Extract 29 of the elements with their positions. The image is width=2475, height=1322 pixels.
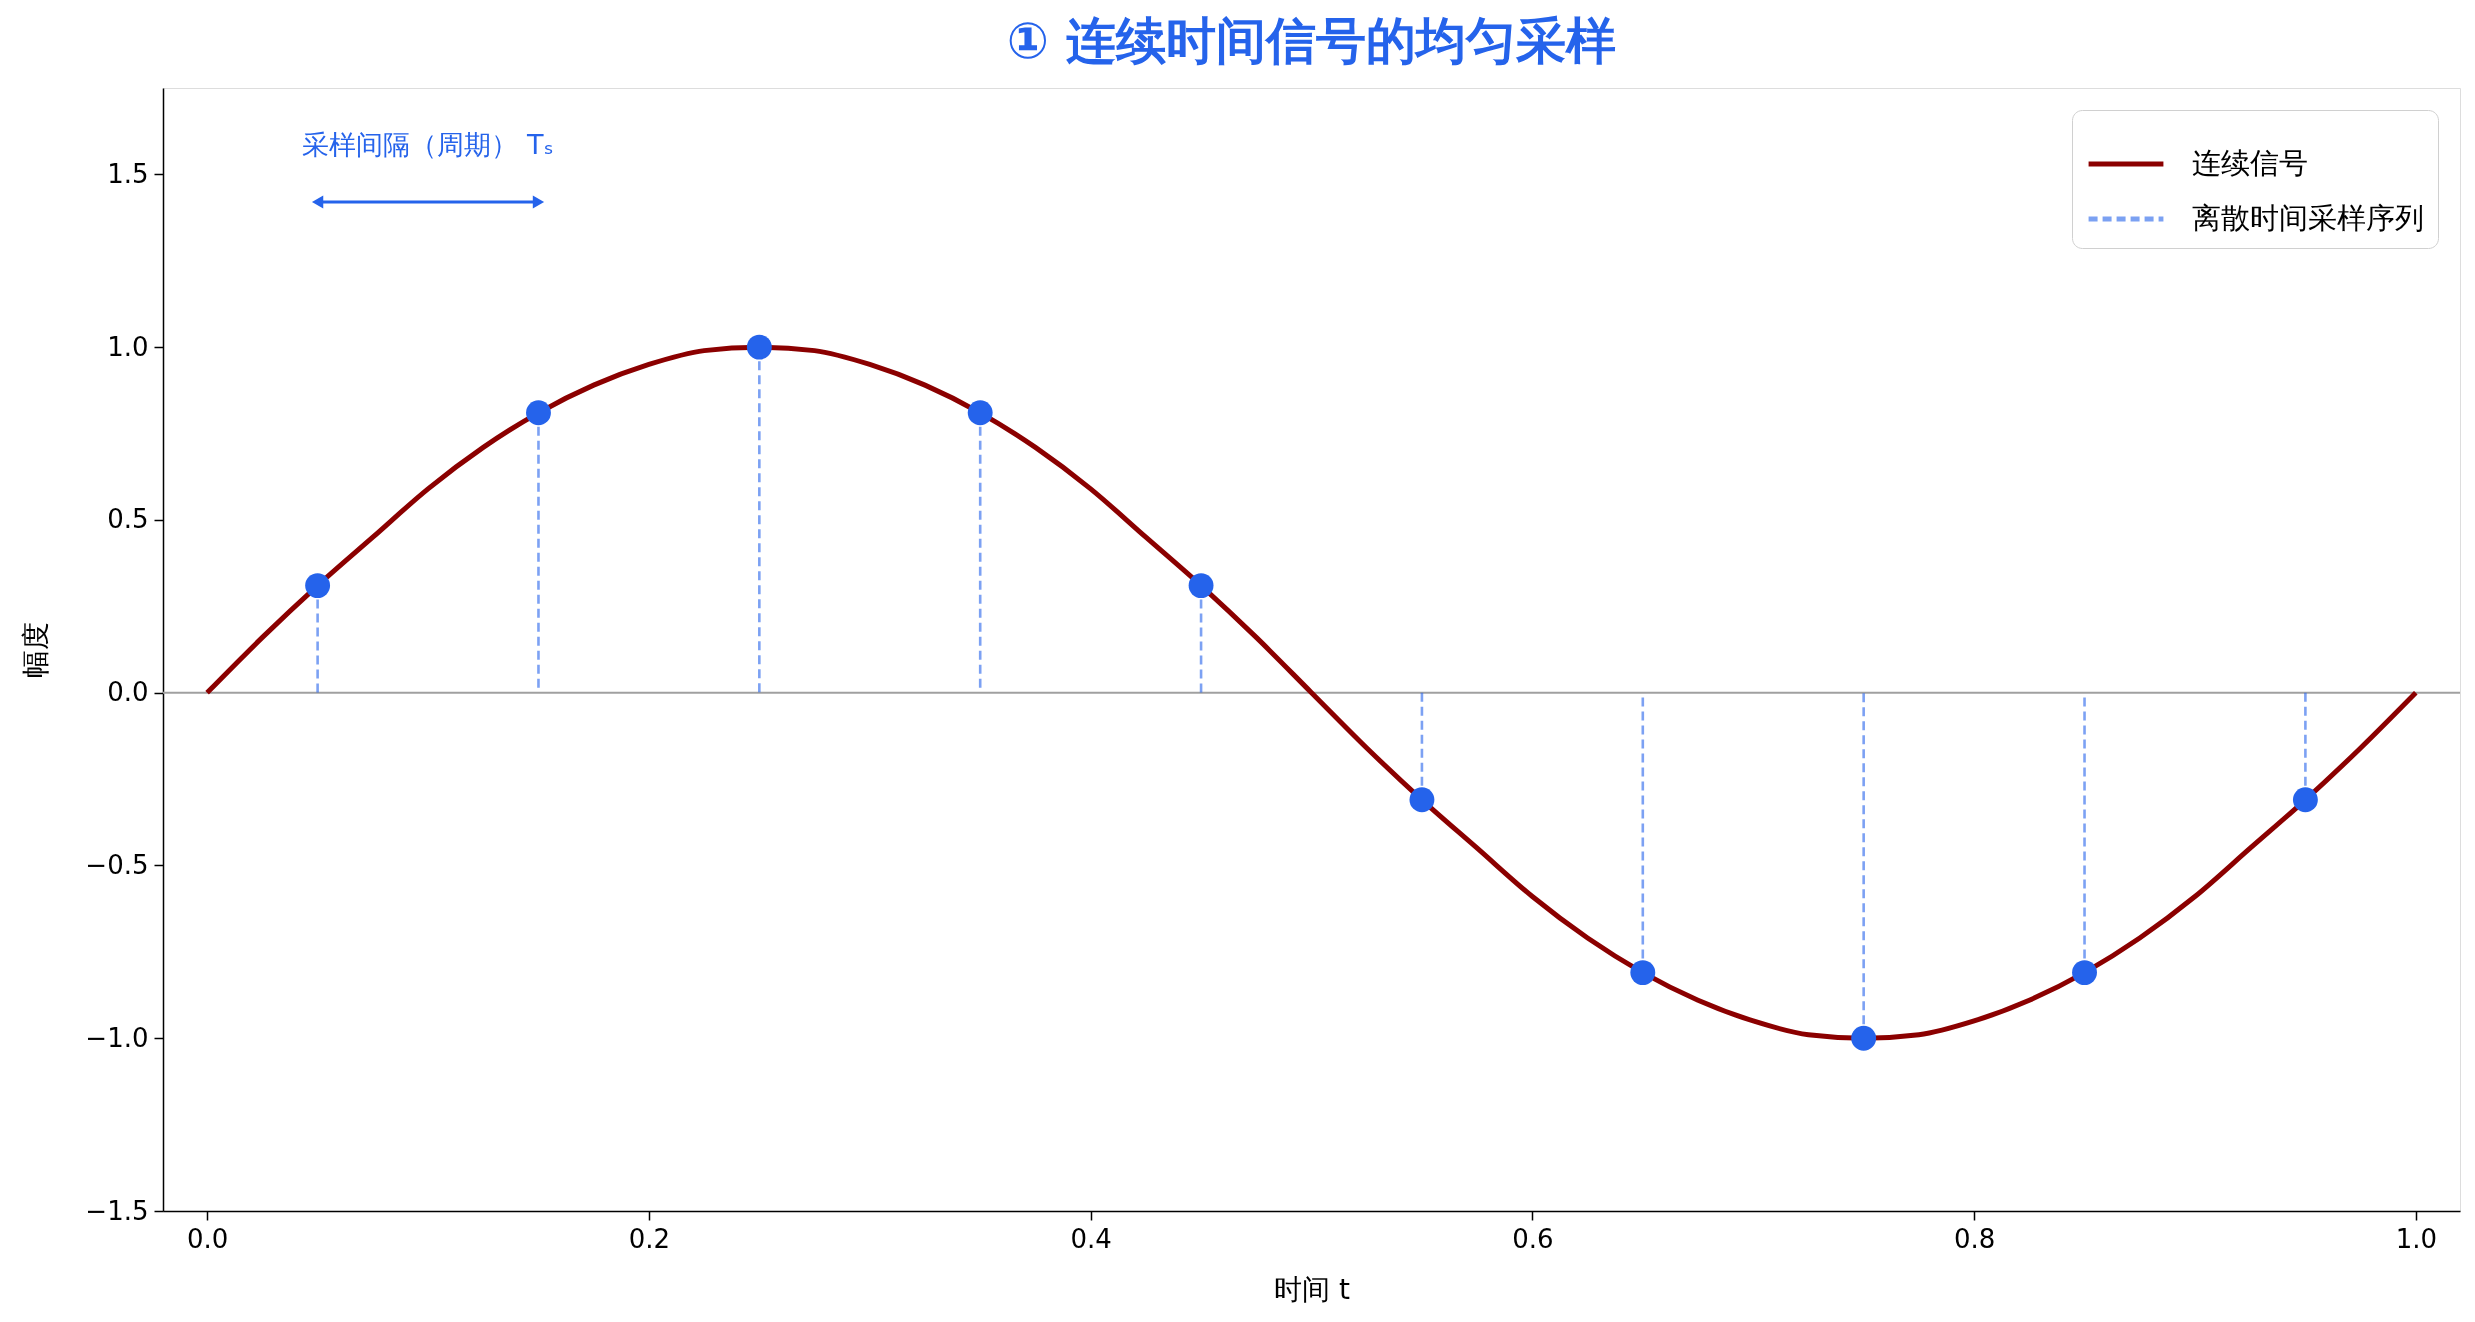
point (967, 400, 993, 426)
point (1409, 787, 1435, 813)
point (2072, 960, 2097, 985)
y-tick-label: −1.5 (85, 1195, 149, 1226)
point (746, 334, 772, 360)
point (305, 573, 331, 598)
y-axis-title: 幅度 (19, 622, 53, 678)
annotation: 采样间隔（周期） Tₛ (302, 129, 554, 161)
y-tick-label: 0.0 (107, 677, 149, 708)
point (1188, 573, 1214, 598)
legend-label: 连续信号 (2192, 146, 2308, 180)
x-tick-label: 0.2 (628, 1223, 671, 1254)
y-tick-label: 1.5 (107, 158, 149, 189)
x-tick-label: 0.6 (1512, 1223, 1554, 1254)
x-tick-label: 1.0 (2395, 1223, 2438, 1254)
point (1630, 960, 1656, 985)
point (2292, 787, 2318, 813)
x-tick-label: 0.8 (1953, 1223, 1996, 1254)
x-axis-title: 时间 t (1274, 1272, 1350, 1306)
y-tick-label: 1.0 (107, 331, 149, 362)
x-tick-label: 0.4 (1070, 1223, 1112, 1254)
point (526, 400, 551, 426)
legend-label: 离散时间采样序列 (2192, 201, 2424, 235)
y-tick-label: 0.5 (107, 504, 149, 535)
point (1851, 1025, 1877, 1051)
chart-title: ① 连续时间信号的均匀采样 (1006, 12, 1617, 70)
x-tick-label: 0.0 (186, 1223, 229, 1254)
y-tick-label: −0.5 (85, 849, 149, 880)
y-tick-label: −1.0 (85, 1022, 149, 1053)
